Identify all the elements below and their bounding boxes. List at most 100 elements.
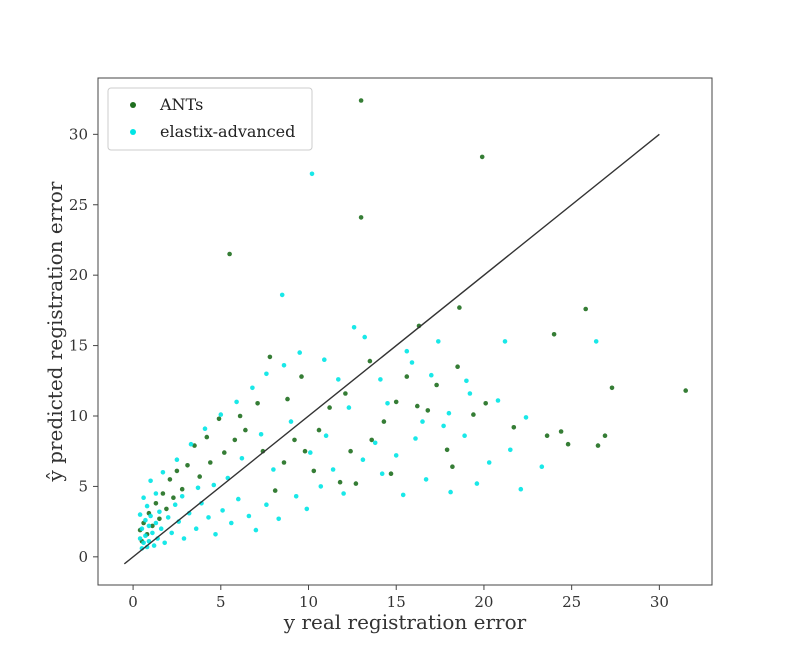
point-elastix-advanced-91: [393, 453, 399, 458]
point-elastix-advanced-32: [236, 496, 241, 502]
point-ants-35: [216, 416, 222, 422]
point-ants-44: [167, 477, 173, 482]
point-elastix-advanced-58: [143, 517, 148, 523]
points-layer: [137, 98, 688, 551]
x-tick-label-25: 25: [562, 593, 581, 611]
point-elastix-advanced-55: [144, 503, 150, 509]
point-ants-16: [455, 364, 460, 370]
point-ants-10: [602, 433, 608, 439]
point-elastix-advanced-36: [206, 515, 211, 520]
x-tick-label-30: 30: [650, 593, 669, 611]
point-elastix-advanced-7: [404, 348, 410, 354]
point-elastix-advanced-76: [297, 350, 303, 355]
point-ants-67: [388, 471, 394, 477]
point-elastix-advanced-67: [160, 470, 166, 475]
point-elastix-advanced-57: [143, 533, 148, 538]
point-ants-1: [479, 154, 485, 160]
point-elastix-advanced-94: [462, 433, 467, 439]
point-elastix-advanced-79: [346, 405, 352, 410]
point-elastix-advanced-25: [318, 484, 324, 489]
point-elastix-advanced-69: [188, 441, 194, 447]
point-ants-42: [174, 468, 180, 474]
point-elastix-advanced-8: [378, 377, 383, 382]
point-elastix-advanced-2: [351, 325, 357, 330]
x-tick-label-10: 10: [299, 593, 318, 611]
point-ants-46: [160, 491, 166, 496]
point-elastix-advanced-68: [174, 457, 180, 463]
point-elastix-advanced-15: [539, 464, 545, 470]
point-elastix-advanced-74: [264, 371, 269, 377]
x-axis-label: y real registration error: [283, 610, 527, 634]
point-ants-64: [471, 412, 476, 417]
point-elastix-advanced-10: [495, 398, 501, 403]
point-elastix-advanced-13: [523, 415, 529, 420]
y-tick-label-10: 10: [69, 407, 88, 425]
point-elastix-advanced-4: [502, 339, 508, 344]
point-elastix-advanced-65: [153, 491, 159, 496]
point-ants-61: [404, 374, 410, 379]
point-elastix-advanced-34: [220, 508, 225, 513]
point-ants-43: [171, 495, 176, 501]
point-ants-55: [327, 405, 332, 410]
point-ants-26: [302, 448, 308, 454]
legend-label-elastix-advanced: elastix-advanced: [160, 122, 295, 141]
point-ants-31: [243, 427, 248, 433]
point-ants-14: [544, 433, 550, 439]
y-tick-label-15: 15: [69, 337, 88, 355]
legend-label-ants: ANTs: [159, 95, 203, 114]
point-ants-56: [343, 391, 348, 396]
x-tick-label-0: 0: [128, 593, 138, 611]
point-ants-62: [425, 408, 431, 413]
point-elastix-advanced-18: [448, 489, 453, 495]
point-ants-13: [558, 429, 564, 434]
point-elastix-advanced-75: [281, 363, 287, 368]
point-ants-22: [348, 448, 353, 454]
point-ants-32: [237, 413, 243, 419]
point-elastix-advanced-63: [137, 536, 143, 541]
point-elastix-advanced-83: [239, 456, 245, 461]
legend-box: [107, 87, 313, 151]
point-ants-41: [179, 486, 185, 492]
point-elastix-advanced-49: [153, 520, 159, 526]
point-ants-20: [381, 419, 387, 424]
point-elastix-advanced-19: [423, 477, 429, 482]
point-ants-49: [150, 523, 155, 529]
point-ants-19: [393, 399, 399, 405]
point-elastix-advanced-81: [288, 419, 294, 424]
point-ants-7: [551, 332, 557, 337]
point-elastix-advanced-3: [362, 334, 368, 340]
point-ants-8: [683, 388, 688, 393]
point-elastix-advanced-1: [279, 292, 285, 298]
point-elastix-advanced-0: [309, 171, 315, 177]
point-ants-12: [565, 441, 571, 447]
point-elastix-advanced-87: [179, 494, 185, 499]
point-elastix-advanced-21: [379, 471, 385, 477]
point-elastix-advanced-85: [211, 482, 217, 488]
point-elastix-advanced-90: [372, 440, 378, 446]
point-elastix-advanced-16: [518, 486, 524, 492]
point-ants-0: [358, 98, 364, 103]
point-elastix-advanced-6: [436, 339, 441, 344]
point-ants-57: [285, 396, 290, 402]
point-ants-60: [367, 358, 373, 364]
point-ants-47: [157, 516, 162, 522]
identity-reference-line: [123, 133, 660, 565]
y-axis-label: ŷ predicted registration error: [43, 181, 67, 482]
point-elastix-advanced-11: [446, 410, 452, 416]
point-elastix-advanced-43: [169, 530, 174, 536]
point-elastix-advanced-26: [304, 506, 310, 512]
plot-area-frame: [97, 77, 713, 586]
point-ants-23: [337, 479, 343, 485]
point-ants-27: [292, 437, 297, 443]
point-ants-48: [153, 501, 159, 506]
point-elastix-advanced-59: [141, 540, 146, 546]
x-tick-label-15: 15: [387, 593, 406, 611]
point-ants-3: [227, 251, 232, 257]
point-ants-66: [450, 464, 455, 470]
point-elastix-advanced-80: [323, 433, 329, 439]
point-elastix-advanced-92: [413, 436, 418, 441]
point-ants-68: [311, 468, 317, 474]
point-ants-37: [204, 434, 210, 440]
point-ants-34: [222, 450, 227, 455]
